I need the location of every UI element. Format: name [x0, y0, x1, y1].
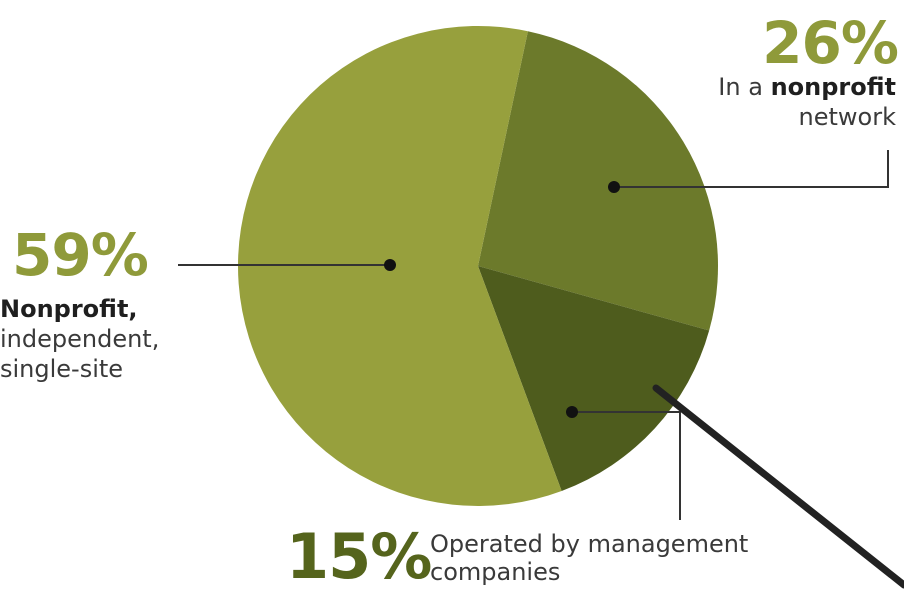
leader-line-15 — [572, 411, 681, 520]
label-line: In a nonprofit — [718, 72, 896, 102]
leader-dot-59 — [384, 259, 396, 271]
label-line: network — [718, 102, 896, 132]
label-text: single-site — [0, 355, 124, 383]
label-line: Operated by management — [430, 530, 748, 558]
label-text: independent, — [0, 325, 160, 353]
slice-value-label-15: 15% — [286, 520, 432, 593]
label-text: network — [798, 103, 896, 131]
slice-label-nonprofit-independent: Nonprofit, independent, single-site — [0, 294, 159, 384]
label-text: Operated by management — [430, 530, 749, 558]
label-text: nonprofit — [770, 73, 896, 101]
label-text: Nonprofit, — [0, 295, 138, 323]
pie-slice-26 — [478, 31, 718, 331]
pie-slice-59 — [238, 26, 562, 506]
slice-label-management-companies: Operated by management companies — [430, 530, 748, 586]
label-line: Nonprofit, — [0, 294, 159, 324]
pointer-line — [652, 384, 904, 589]
label-text: In a — [718, 73, 771, 101]
label-text: companies — [430, 558, 561, 586]
slice-value-label-26: 26% — [762, 9, 899, 77]
slice-value-label-59: 59% — [12, 221, 149, 289]
leader-dot-26 — [608, 181, 620, 193]
leader-dot-15 — [566, 406, 578, 418]
label-line: independent, — [0, 324, 159, 354]
leader-line-26 — [614, 150, 889, 188]
slice-label-nonprofit-network: In a nonprofit network — [718, 72, 896, 132]
label-line: single-site — [0, 354, 159, 384]
label-line: companies — [430, 558, 748, 586]
pie-slice-15 — [478, 266, 710, 491]
